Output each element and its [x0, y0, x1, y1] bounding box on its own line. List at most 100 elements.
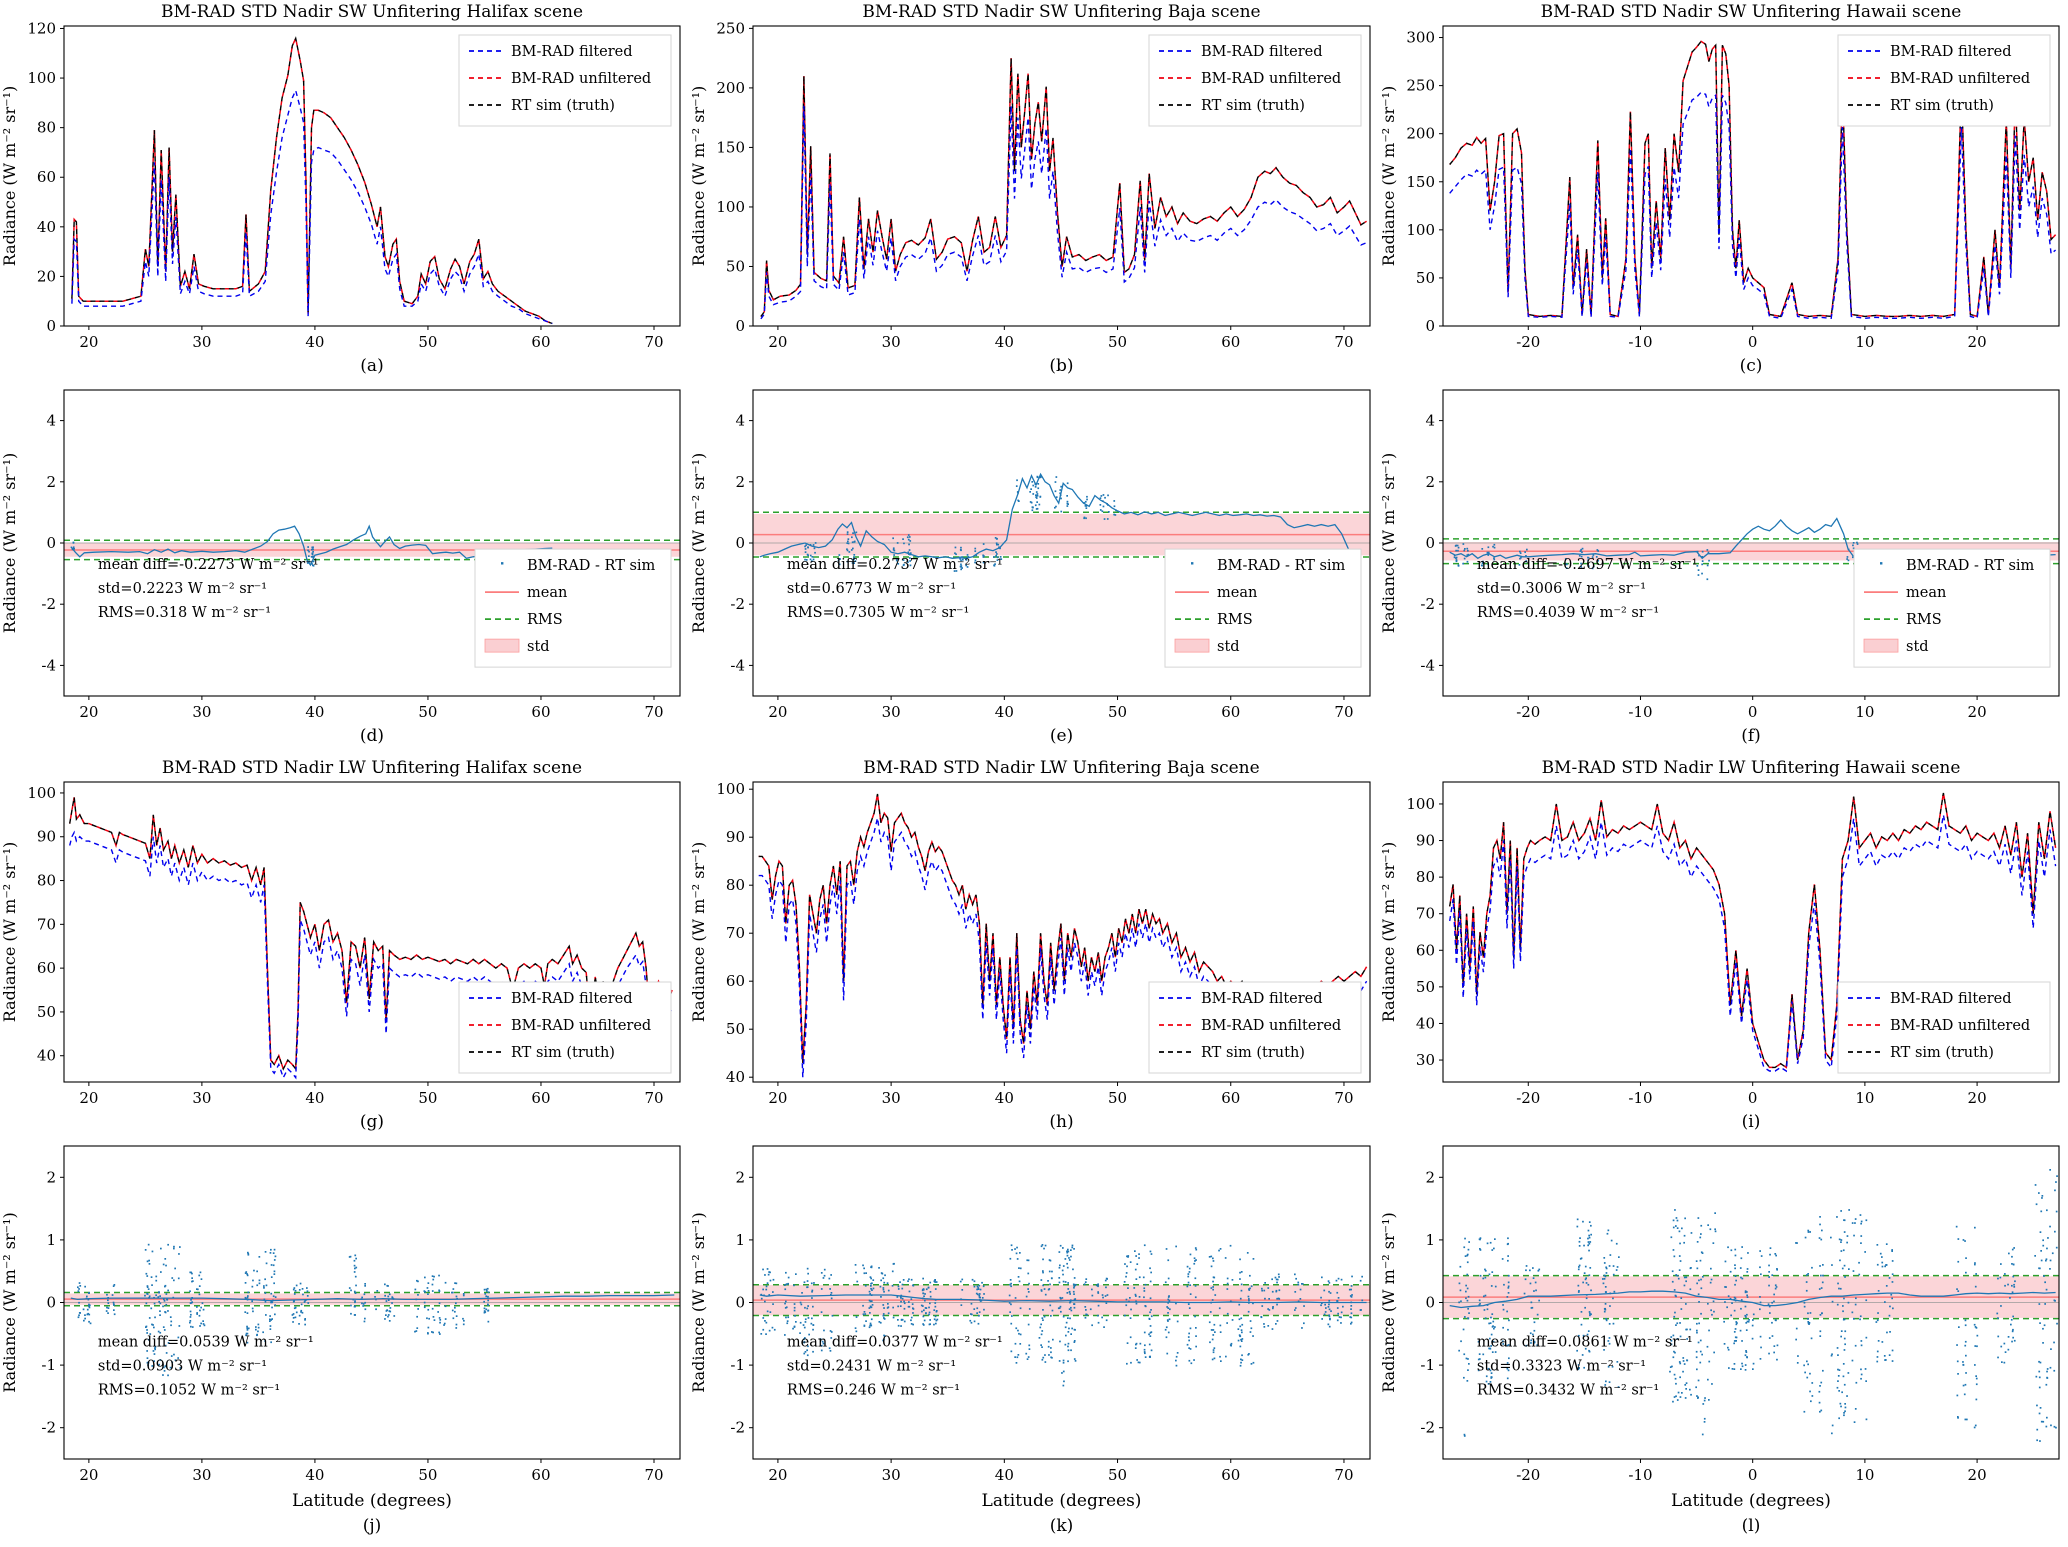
legend-dot-sample — [1191, 562, 1194, 565]
diff-scatter-dot — [1724, 1301, 1726, 1303]
diff-scatter-dot — [1491, 1271, 1494, 1273]
diff-scatter-dot — [1956, 1344, 1958, 1346]
diff-scatter-dot — [804, 1351, 807, 1353]
diff-scatter-dot — [427, 1332, 429, 1334]
diff-scatter-dot — [882, 1304, 885, 1306]
diff-scatter-dot — [2013, 1339, 2016, 1342]
diff-scatter-dot — [901, 1318, 904, 1321]
diff-scatter-dot — [88, 1292, 90, 1294]
diff-scatter-dot — [997, 543, 1000, 546]
diff-scatter-dot — [909, 557, 911, 559]
diff-scatter-dot — [1276, 1320, 1279, 1322]
diff-scatter-dot — [955, 570, 958, 572]
diff-scatter-dot — [1677, 1391, 1680, 1394]
diff-scatter-dot — [803, 1338, 805, 1341]
diff-scatter-dot — [1241, 1359, 1244, 1361]
diff-scatter-dot — [160, 1247, 162, 1250]
diff-scatter-dot — [769, 1311, 772, 1313]
diff-scatter-dot — [1457, 564, 1460, 567]
diff-scatter-dot — [1603, 1310, 1606, 1313]
diff-scatter-dot — [910, 1316, 913, 1319]
diff-scatter-dot — [854, 1264, 857, 1266]
diff-scatter-dot — [144, 1294, 146, 1297]
diff-scatter-dot — [1321, 1318, 1323, 1320]
y-tick-label: 100 — [27, 69, 56, 87]
diff-scatter-dot — [1058, 1360, 1061, 1362]
diff-scatter-dot — [1064, 1258, 1067, 1260]
axes-frame — [1442, 25, 2060, 327]
diff-scatter-dot — [820, 1349, 823, 1352]
diff-scatter-dot — [773, 1328, 776, 1331]
diff-scatter-dot — [768, 1329, 771, 1332]
diff-scatter-dot — [1771, 1321, 1773, 1324]
diff-scatter-dot — [1127, 1255, 1130, 1257]
diff-scatter-dot — [304, 1323, 306, 1326]
diff-scatter-dot — [439, 1319, 442, 1321]
diff-scatter-dot — [1466, 560, 1469, 563]
diff-scatter-dot — [293, 1307, 296, 1310]
diff-scatter-dot — [1489, 1241, 1492, 1244]
diff-scatter-dot — [1964, 1344, 1967, 1347]
diff-scatter-dot — [483, 1300, 485, 1303]
diff-scatter-dot — [2049, 1225, 2051, 1228]
diff-scatter-dot — [416, 1327, 419, 1329]
diff-scatter-dot — [273, 1282, 275, 1285]
diff-scatter-dot — [1588, 1274, 1591, 1277]
diff-scatter-dot — [1733, 1331, 1736, 1333]
diff-scatter-dot — [1458, 1349, 1460, 1352]
diff-scatter-dot — [189, 1316, 192, 1318]
diff-scatter-dot — [1843, 1349, 1846, 1351]
y-tick-label: 40 — [1416, 1014, 1435, 1032]
diff-scatter-dot — [444, 1281, 447, 1284]
diff-scatter-dot — [72, 541, 75, 544]
diff-scatter-dot — [1165, 1326, 1168, 1329]
diff-scatter-dot — [1699, 1259, 1702, 1262]
subplot-letter: (a) — [360, 356, 383, 376]
diff-scatter-dot — [270, 1341, 272, 1344]
diff-scatter-dot — [1010, 1282, 1012, 1285]
diff-scatter-dot — [311, 548, 313, 551]
diff-scatter-dot — [1807, 1229, 1810, 1232]
diff-scatter-dot — [983, 1308, 985, 1311]
diff-scatter-dot — [1294, 1273, 1296, 1276]
diff-scatter-dot — [1577, 1291, 1580, 1293]
diff-scatter-dot — [389, 1310, 392, 1313]
diff-scatter-dot — [882, 1288, 885, 1291]
diff-scatter-dot — [973, 1308, 976, 1310]
diff-scatter-dot — [1503, 1283, 1505, 1286]
diff-scatter-dot — [1673, 1396, 1676, 1398]
diff-scatter-dot — [1248, 1289, 1251, 1291]
diff-scatter-dot — [2003, 1342, 2006, 1345]
diff-scatter-dot — [1028, 1308, 1031, 1310]
diff-scatter-dot — [2013, 1286, 2016, 1288]
diff-scatter-dot — [486, 1287, 489, 1290]
diff-scatter-dot — [804, 1306, 806, 1309]
diff-scatter-dot — [1247, 1295, 1250, 1298]
diff-scatter-dot — [1759, 1301, 1762, 1304]
diff-scatter-dot — [1062, 1315, 1065, 1318]
diff-scatter-dot — [1682, 1370, 1684, 1373]
diff-scatter-dot — [151, 1284, 153, 1286]
legend-box — [1837, 34, 2051, 127]
diff-scatter-dot — [2050, 1424, 2052, 1427]
diff-scatter-dot — [1168, 1299, 1171, 1302]
diff-scatter-dot — [1701, 563, 1703, 566]
diff-scatter-dot — [767, 1273, 770, 1276]
diff-scatter-dot — [1073, 1306, 1076, 1309]
diff-scatter-dot — [451, 1309, 454, 1312]
diff-scatter-dot — [887, 1303, 889, 1305]
legend-label: RMS — [1217, 612, 1253, 628]
diff-scatter-dot — [1760, 1255, 1763, 1257]
diff-scatter-dot — [762, 1328, 765, 1331]
diff-scatter-dot — [1465, 1357, 1468, 1360]
diff-scatter-dot — [1975, 1398, 1978, 1401]
diff-scatter-dot — [1050, 1347, 1052, 1349]
legend-label: std — [1217, 639, 1240, 655]
y-tick-label: 200 — [716, 79, 745, 97]
diff-scatter-dot — [2045, 1259, 2047, 1262]
diff-scatter-dot — [830, 1292, 833, 1294]
x-tick-label: 20 — [1968, 1466, 1987, 1484]
diff-scatter-dot — [1810, 1400, 1812, 1403]
diff-scatter-dot — [959, 1280, 962, 1283]
diff-scatter-dot — [1745, 1351, 1748, 1353]
